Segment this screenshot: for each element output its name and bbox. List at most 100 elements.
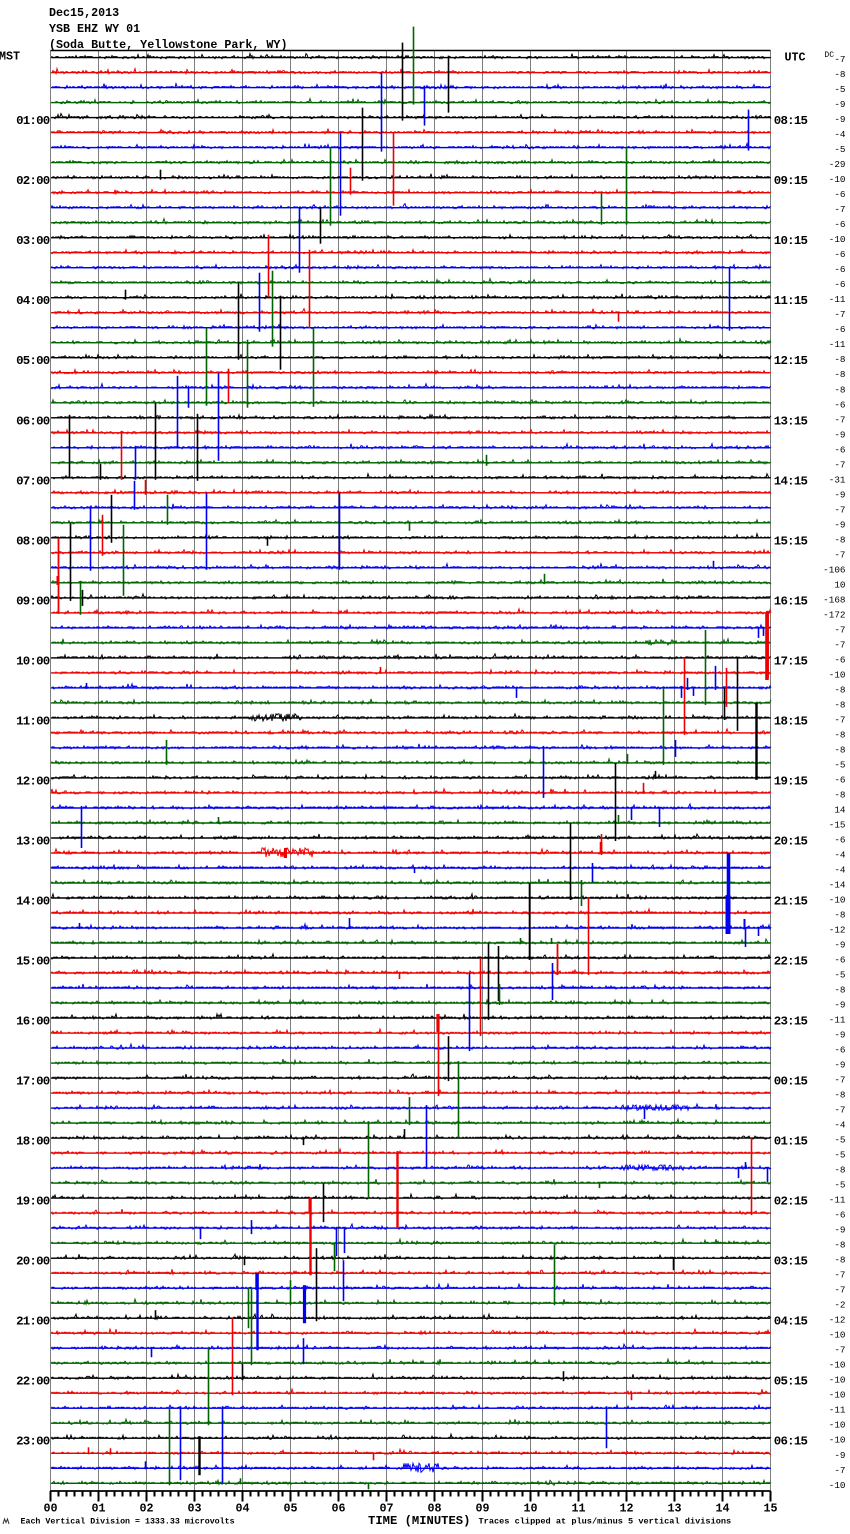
- svg-text:-10: -10: [829, 234, 846, 245]
- svg-text:-31: -31: [829, 474, 846, 485]
- svg-text:15:00: 15:00: [16, 955, 50, 969]
- svg-text:03:00: 03:00: [16, 234, 50, 248]
- svg-text:-7: -7: [834, 549, 845, 560]
- svg-text:-9: -9: [834, 1030, 845, 1041]
- svg-text:-6: -6: [834, 279, 845, 290]
- svg-text:11: 11: [571, 1502, 585, 1516]
- svg-text:-106: -106: [823, 564, 845, 575]
- svg-text:-7: -7: [834, 54, 845, 65]
- svg-text:06: 06: [331, 1502, 345, 1516]
- svg-text:13:00: 13:00: [16, 835, 50, 849]
- svg-text:21:00: 21:00: [16, 1315, 50, 1329]
- svg-text:-7: -7: [834, 1075, 845, 1086]
- svg-text:02:00: 02:00: [16, 174, 50, 188]
- svg-text:09:15: 09:15: [774, 174, 808, 188]
- svg-text:-6: -6: [834, 444, 845, 455]
- svg-text:-8: -8: [834, 985, 845, 996]
- svg-text:-8: -8: [834, 1090, 845, 1101]
- svg-text:05:00: 05:00: [16, 354, 50, 368]
- svg-text:20:00: 20:00: [16, 1255, 50, 1269]
- svg-text:01:15: 01:15: [774, 1135, 808, 1149]
- svg-text:-6: -6: [834, 249, 845, 260]
- svg-text:17:00: 17:00: [16, 1075, 50, 1089]
- svg-text:-8: -8: [834, 744, 845, 755]
- svg-text:DC: DC: [824, 51, 834, 60]
- svg-text:-4: -4: [834, 865, 846, 876]
- svg-text:18:00: 18:00: [16, 1135, 50, 1149]
- svg-text:12:00: 12:00: [16, 774, 50, 788]
- svg-text:-9: -9: [834, 99, 845, 110]
- svg-text:MST: MST: [0, 50, 20, 64]
- svg-text:-6: -6: [834, 774, 845, 785]
- svg-text:-9: -9: [834, 114, 845, 125]
- svg-text:-8: -8: [834, 684, 845, 695]
- svg-text:-6: -6: [834, 324, 845, 335]
- svg-text:-9: -9: [834, 1000, 845, 1011]
- svg-text:-7: -7: [834, 414, 845, 425]
- svg-text:-9: -9: [834, 940, 845, 951]
- svg-text:08:15: 08:15: [774, 114, 808, 128]
- svg-text:03:15: 03:15: [774, 1255, 808, 1269]
- svg-text:14: 14: [715, 1502, 729, 1516]
- svg-text:YSB EHZ WY 01: YSB EHZ WY 01: [49, 22, 140, 36]
- svg-text:-7: -7: [834, 504, 845, 515]
- svg-text:04:15: 04:15: [774, 1315, 808, 1329]
- svg-text:04:00: 04:00: [16, 294, 50, 308]
- svg-text:10: 10: [523, 1502, 537, 1516]
- svg-text:-6: -6: [834, 955, 845, 966]
- svg-text:-8: -8: [834, 369, 845, 380]
- svg-text:10:00: 10:00: [16, 654, 50, 668]
- svg-text:15: 15: [763, 1502, 777, 1516]
- svg-text:14: 14: [834, 805, 846, 816]
- svg-text:20:15: 20:15: [774, 835, 808, 849]
- svg-text:-11: -11: [829, 339, 846, 350]
- svg-text:-7: -7: [834, 1285, 845, 1296]
- svg-text:00:15: 00:15: [774, 1075, 808, 1089]
- svg-text:-9: -9: [834, 429, 845, 440]
- svg-text:00: 00: [43, 1502, 57, 1516]
- svg-text:-168: -168: [823, 594, 845, 605]
- svg-text:-12: -12: [829, 925, 846, 936]
- svg-text:-9: -9: [834, 1450, 845, 1461]
- svg-text:-10: -10: [829, 669, 846, 680]
- svg-text:-14: -14: [829, 880, 846, 891]
- svg-text:-8: -8: [834, 69, 845, 80]
- svg-text:-6: -6: [834, 1210, 845, 1221]
- svg-text:03: 03: [187, 1502, 201, 1516]
- svg-text:-6: -6: [834, 189, 845, 200]
- svg-text:09: 09: [475, 1502, 489, 1516]
- svg-text:Traces clipped at plus/minus 5: Traces clipped at plus/minus 5 vertical …: [479, 1517, 732, 1527]
- svg-text:-10: -10: [829, 1360, 846, 1371]
- svg-text:23:00: 23:00: [16, 1435, 50, 1449]
- svg-text:-10: -10: [829, 1435, 846, 1446]
- svg-text:-7: -7: [834, 1465, 845, 1476]
- svg-text:-8: -8: [834, 1255, 845, 1266]
- svg-text:14:15: 14:15: [774, 474, 808, 488]
- svg-text:-8: -8: [834, 534, 845, 545]
- svg-text:08:00: 08:00: [16, 534, 50, 548]
- svg-text:-10: -10: [829, 1420, 846, 1431]
- svg-text:-10: -10: [829, 1330, 846, 1341]
- svg-text:-11: -11: [829, 1195, 846, 1206]
- svg-text:-10: -10: [829, 1480, 846, 1491]
- svg-text:18:15: 18:15: [774, 714, 808, 728]
- svg-text:-8: -8: [834, 910, 845, 921]
- svg-text:-9: -9: [834, 1060, 845, 1071]
- svg-text:-7: -7: [834, 309, 845, 320]
- svg-text:-7: -7: [834, 204, 845, 215]
- svg-text:-5: -5: [834, 759, 845, 770]
- svg-text:-8: -8: [834, 354, 845, 365]
- svg-text:-7: -7: [834, 459, 845, 470]
- svg-text:-9: -9: [834, 489, 845, 500]
- svg-text:02:15: 02:15: [774, 1195, 808, 1209]
- svg-text:05:15: 05:15: [774, 1375, 808, 1389]
- svg-text:-12: -12: [829, 1315, 846, 1326]
- svg-text:-8: -8: [834, 1240, 845, 1251]
- svg-text:-6: -6: [834, 264, 845, 275]
- svg-text:01:00: 01:00: [16, 114, 50, 128]
- svg-text:-6: -6: [834, 835, 845, 846]
- svg-text:07: 07: [379, 1502, 393, 1516]
- svg-text:23:15: 23:15: [774, 1015, 808, 1029]
- svg-text:19:00: 19:00: [16, 1195, 50, 1209]
- svg-text:-11: -11: [829, 294, 846, 305]
